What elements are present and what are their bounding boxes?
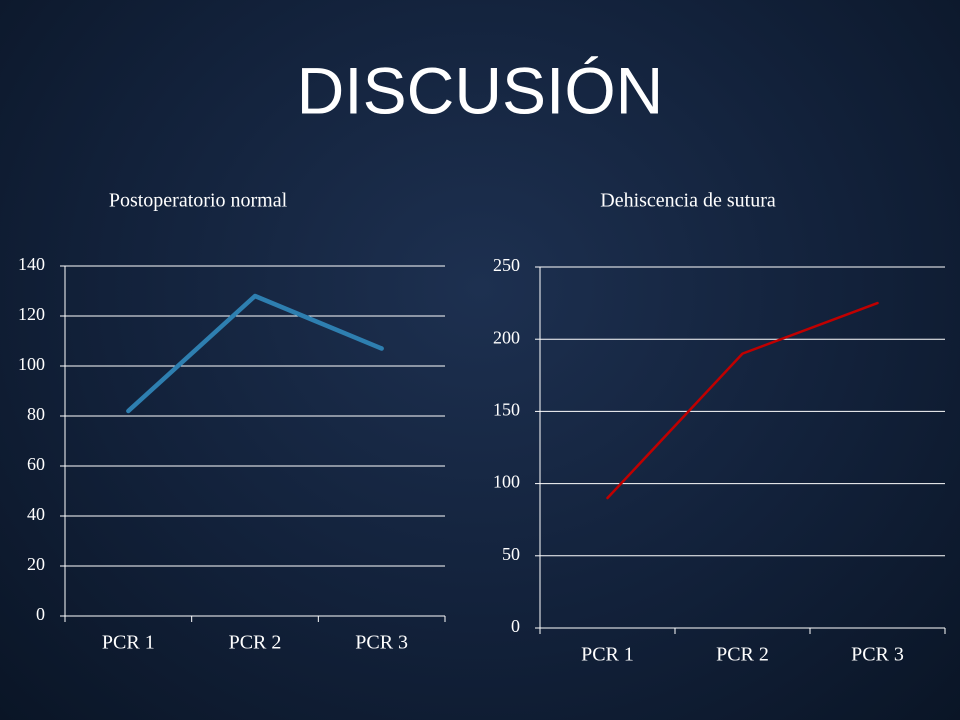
x-tick-label: PCR 2 bbox=[229, 632, 282, 654]
y-tick-label: 40 bbox=[27, 504, 45, 524]
y-tick-label: 150 bbox=[493, 400, 520, 420]
data-line bbox=[606, 301, 879, 500]
y-tick-label: 20 bbox=[27, 554, 45, 574]
x-tick-label: PCR 1 bbox=[102, 632, 155, 654]
x-tick-label: PCR 1 bbox=[581, 644, 634, 666]
y-tick-label: 100 bbox=[18, 354, 45, 374]
y-tick-label: 120 bbox=[18, 304, 45, 324]
slide-title: DISCUSIÓN bbox=[297, 53, 664, 127]
chart-title: Postoperatorio normal bbox=[109, 190, 288, 212]
x-tick-label: PCR 3 bbox=[355, 632, 408, 654]
data-line bbox=[126, 293, 384, 414]
y-tick-label: 50 bbox=[502, 544, 520, 564]
y-tick-label: 0 bbox=[36, 604, 45, 624]
y-tick-label: 80 bbox=[27, 404, 45, 424]
y-tick-label: 250 bbox=[493, 255, 520, 275]
y-tick-label: 200 bbox=[493, 327, 520, 347]
y-tick-label: 60 bbox=[27, 454, 45, 474]
x-tick-label: PCR 2 bbox=[716, 644, 769, 666]
y-tick-label: 100 bbox=[493, 472, 520, 492]
chart-title: Dehiscencia de sutura bbox=[600, 190, 776, 212]
y-tick-label: 140 bbox=[18, 254, 45, 274]
x-tick-label: PCR 3 bbox=[851, 644, 904, 666]
y-tick-label: 0 bbox=[511, 616, 520, 636]
